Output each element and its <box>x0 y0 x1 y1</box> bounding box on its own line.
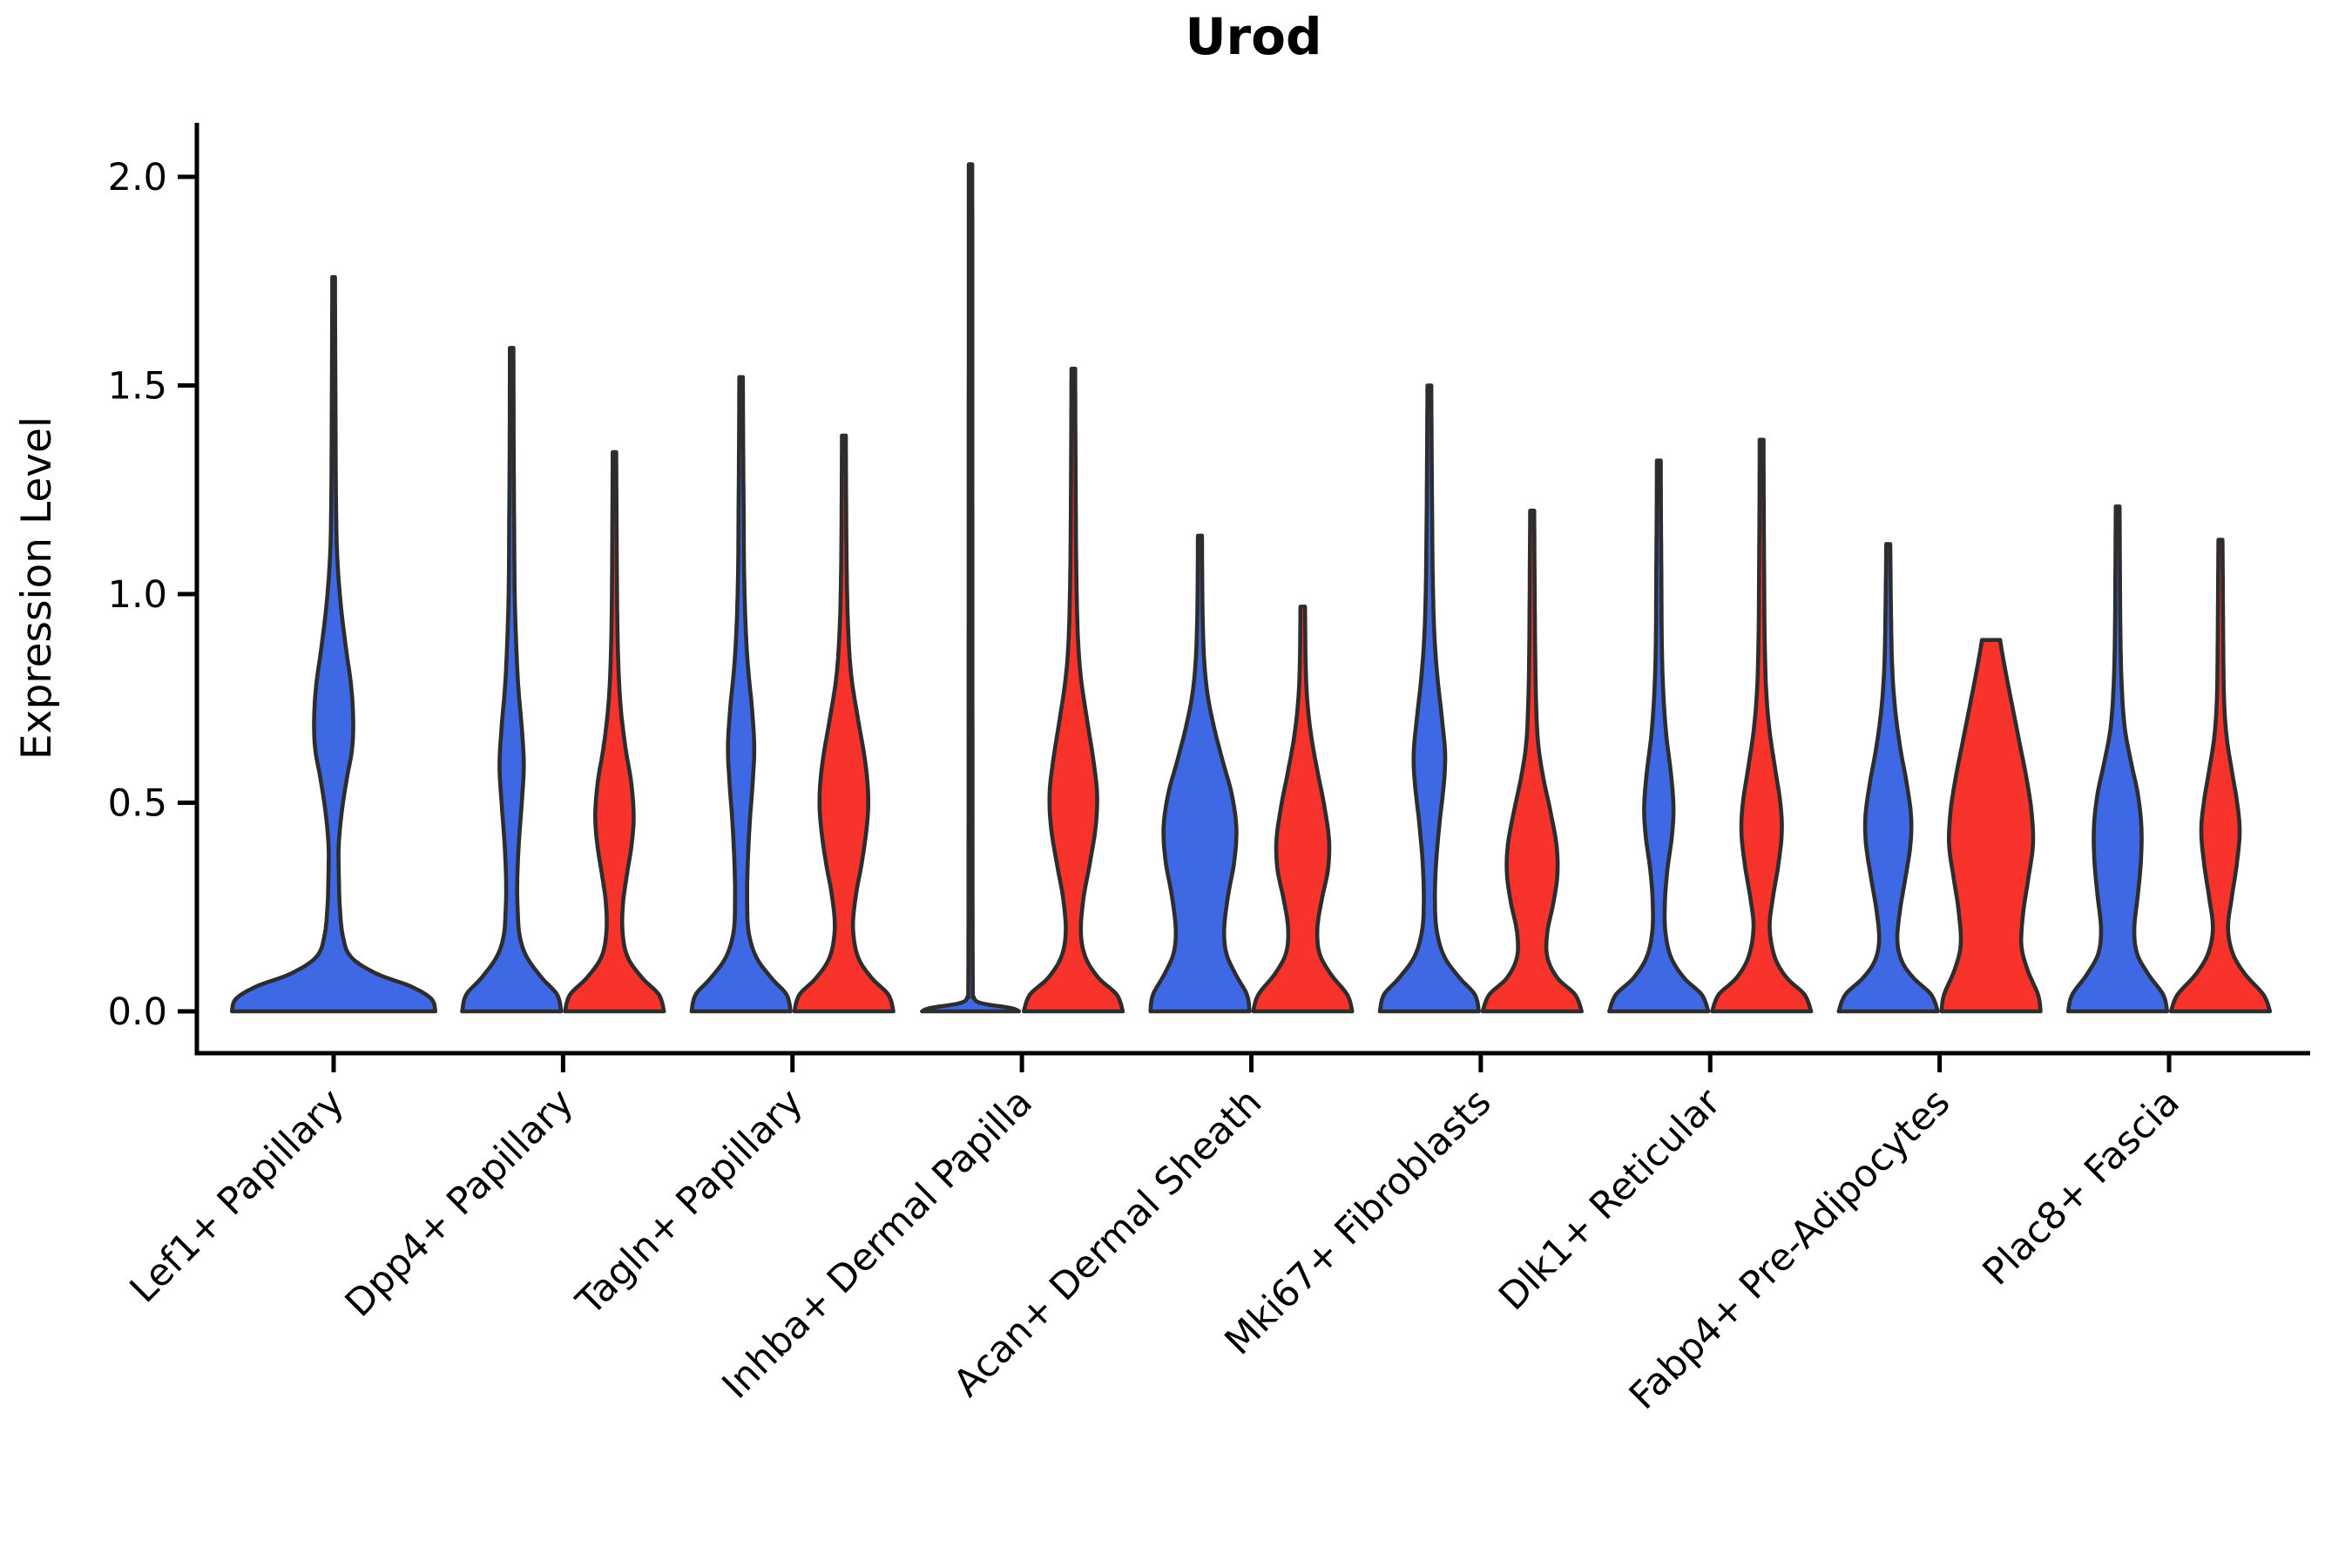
violin-red-plac8-fascia <box>2168 537 2273 1014</box>
x-tick-label: Mki67+ Fibroblasts <box>1217 1080 1500 1363</box>
violin-red-dpp4-papillary <box>563 449 666 1014</box>
y-tick-label: 1.0 <box>108 573 167 617</box>
y-tick-group: 0.0 0.5 1.0 1.5 2.0 <box>108 156 197 1034</box>
y-axis-label: Expression Level <box>13 416 61 760</box>
violin-red-dlk1-reticular <box>1710 437 1814 1014</box>
violin-red-fabp4-pre-adipocytes <box>1939 638 2043 1014</box>
violin-blue-inhba-dermal-papilla <box>920 162 1022 1014</box>
y-tick-label: 2.0 <box>108 156 167 199</box>
x-tick-label: Dpp4+ Papillary <box>337 1080 582 1325</box>
violin-red-mki67-fibroblasts <box>1480 508 1584 1014</box>
x-tick-label: Tagln+ Papillary <box>568 1080 812 1324</box>
violin-blue-fabp4-pre-adipocytes <box>1836 542 1940 1014</box>
violin-blue-dpp4-papillary <box>460 346 564 1014</box>
y-tick-label: 0.5 <box>108 782 167 826</box>
violin-red-inhba-dermal-papilla <box>1022 367 1125 1014</box>
violin-blue-plac8-fascia <box>2065 504 2170 1014</box>
violin-blue-dlk1-reticular <box>1607 458 1711 1014</box>
violin-group <box>229 162 2273 1014</box>
violin-blue-tagln-papillary <box>689 375 793 1014</box>
violin-blue-acan-dermal-sheath <box>1148 533 1252 1014</box>
x-tick-label: Lef1+ Papillary <box>122 1080 353 1311</box>
y-tick-label: 0.0 <box>108 990 167 1034</box>
violin-red-acan-dermal-sheath <box>1251 605 1355 1014</box>
x-tick-label: Plac8+ Fascia <box>1975 1080 2188 1294</box>
violin-blue-lef1-papillary <box>229 274 438 1014</box>
chart-title: Urod <box>1185 7 1321 66</box>
violin-red-tagln-papillary <box>792 433 896 1014</box>
violin-blue-mki67-fibroblasts <box>1377 383 1481 1014</box>
y-tick-label: 1.5 <box>108 365 167 409</box>
x-tick-label: Dlk1+ Reticular <box>1490 1080 1729 1319</box>
